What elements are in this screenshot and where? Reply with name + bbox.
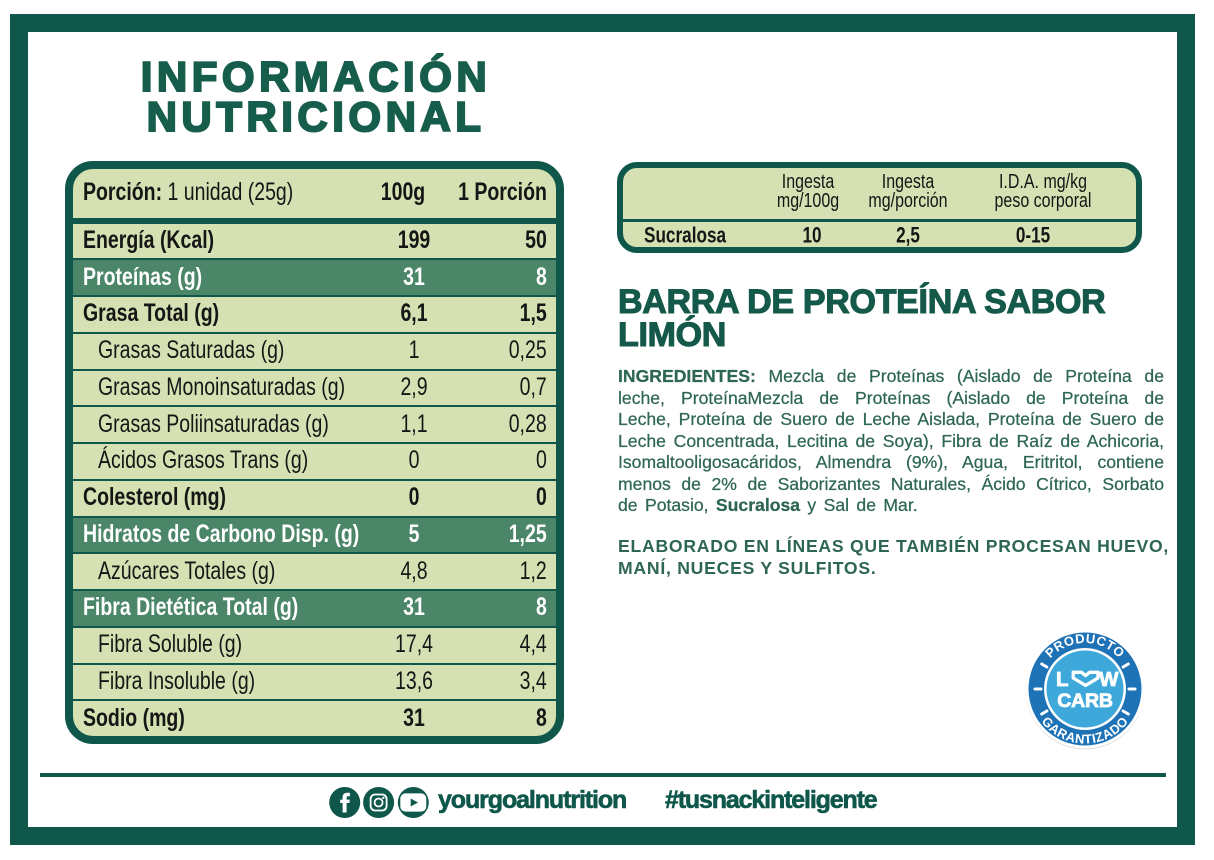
svg-text:L: L: [1056, 668, 1068, 691]
svg-text:W: W: [1099, 668, 1119, 691]
svg-text:CARB: CARB: [1057, 690, 1113, 712]
